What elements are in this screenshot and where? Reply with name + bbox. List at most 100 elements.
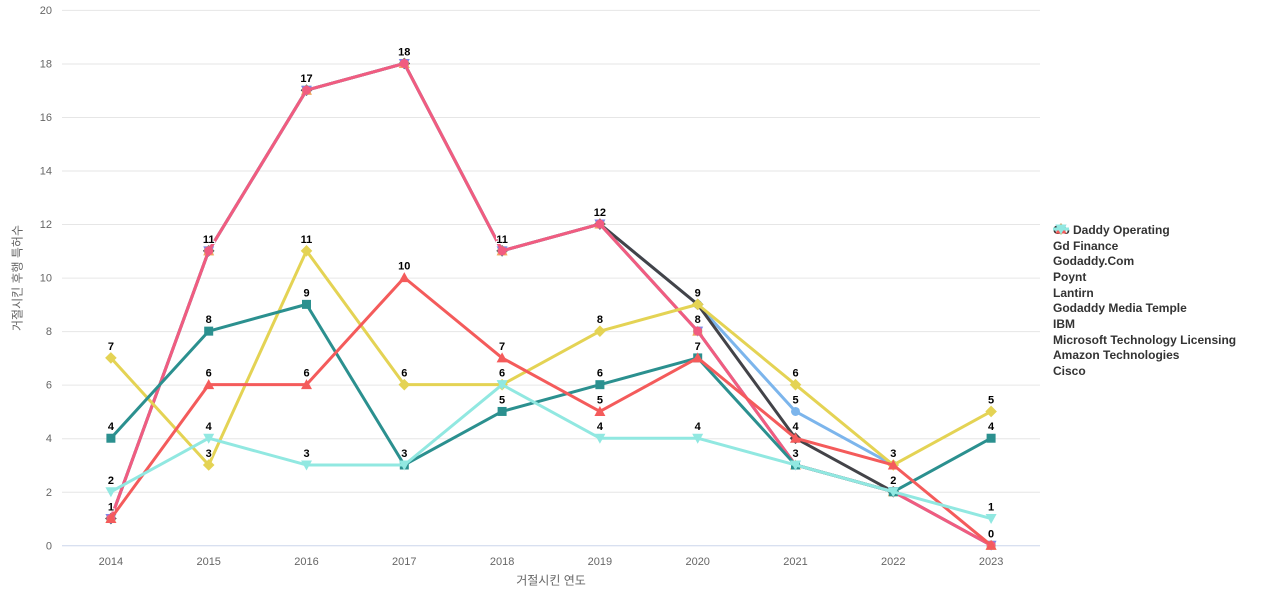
- legend-item-amazon-technologies[interactable]: Amazon Technologies: [1053, 223, 1236, 364]
- y-tick-label: 4: [46, 433, 52, 445]
- legend-item-poynt[interactable]: Poynt: [1053, 223, 1236, 285]
- data-point-marker[interactable]: [594, 433, 606, 444]
- y-tick-label: 6: [46, 380, 52, 392]
- legend-item-label: Poynt: [1053, 269, 1087, 284]
- data-point-label: 5: [597, 394, 603, 406]
- data-point-marker[interactable]: [497, 406, 507, 416]
- legend-item-cisco[interactable]: Cisco: [1053, 224, 1236, 379]
- legend-item-label: Godaddy Media Temple: [1053, 301, 1187, 316]
- data-point-marker[interactable]: [496, 380, 508, 391]
- data-point-label: 3: [792, 448, 798, 460]
- data-point-marker[interactable]: [496, 352, 508, 363]
- legend-item-label: Godaddy.Com: [1053, 254, 1135, 269]
- data-point-marker[interactable]: [203, 379, 215, 390]
- x-tick-label: 2014: [99, 556, 123, 568]
- data-point-label: 11: [203, 234, 215, 246]
- data-point-marker[interactable]: [300, 245, 313, 257]
- legend-item-label: Gd Finance: [1053, 238, 1119, 253]
- legend-item-label: Lantirn: [1053, 285, 1094, 300]
- y-axis-title: 거절시킨 후행 특허수: [10, 224, 25, 332]
- data-point-marker[interactable]: [693, 326, 703, 336]
- data-point-marker[interactable]: [791, 406, 800, 416]
- data-point-marker[interactable]: [301, 379, 312, 390]
- legend: Go Daddy Operating Gd Finance Godaddy.Com P…: [1053, 222, 1236, 379]
- x-tick-label: 2020: [685, 556, 709, 568]
- data-point-label: 8: [206, 314, 212, 326]
- legend-item-gd-finance[interactable]: Gd Finance: [1053, 223, 1236, 254]
- data-point-label: 3: [206, 448, 212, 460]
- legend-item-go-daddy-operating[interactable]: Go Daddy Operating: [1053, 222, 1236, 238]
- legend-item-godaddy-media-temple[interactable]: Godaddy Media Temple: [1053, 224, 1236, 316]
- data-point-marker[interactable]: [985, 539, 997, 550]
- data-point-label: 4: [792, 421, 799, 433]
- data-point-marker[interactable]: [105, 513, 117, 524]
- series-line-ibm[interactable]: [109, 249, 993, 467]
- data-point-marker[interactable]: [202, 459, 215, 471]
- x-tick-label: 2018: [490, 556, 514, 568]
- data-point-marker[interactable]: [497, 246, 507, 256]
- data-point-marker[interactable]: [595, 380, 605, 390]
- data-point-marker[interactable]: [398, 460, 410, 471]
- data-point-label: 6: [499, 368, 505, 380]
- data-point-marker[interactable]: [986, 433, 996, 443]
- data-point-label: 12: [594, 207, 606, 219]
- data-point-marker[interactable]: [692, 433, 704, 444]
- data-point-marker[interactable]: [985, 405, 997, 418]
- data-point-label: 10: [398, 261, 410, 273]
- data-point-marker[interactable]: [789, 378, 802, 391]
- x-axis-title: 거절시킨 연도: [516, 573, 586, 588]
- data-point-marker[interactable]: [692, 352, 704, 363]
- data-point-marker[interactable]: [105, 487, 117, 498]
- data-point-marker[interactable]: [398, 378, 411, 391]
- series-line-go-daddy-operating[interactable]: [109, 61, 895, 521]
- data-point-label: 0: [988, 528, 994, 540]
- data-point-label: 2: [108, 475, 114, 487]
- series-gd-finance: [105, 57, 900, 525]
- x-tick-label: 2021: [783, 556, 807, 568]
- data-point-marker[interactable]: [204, 326, 214, 336]
- data-point-marker[interactable]: [594, 325, 606, 337]
- data-point-label: 1: [108, 502, 114, 514]
- data-point-label: 11: [496, 234, 508, 246]
- x-tick-label: 2016: [294, 556, 318, 568]
- data-point-label: 8: [597, 314, 603, 326]
- data-point-marker[interactable]: [594, 405, 606, 416]
- data-point-marker[interactable]: [887, 459, 899, 470]
- y-tick-labels: 0 2 4 6 8 10 12 14 16 18 20: [40, 5, 52, 552]
- data-point-marker[interactable]: [985, 514, 997, 525]
- series-line-gd-finance[interactable]: [109, 61, 895, 521]
- data-point-marker[interactable]: [106, 433, 116, 443]
- series-line-cisco[interactable]: [109, 383, 993, 521]
- data-point-marker[interactable]: [301, 460, 312, 471]
- data-point-marker[interactable]: [398, 272, 410, 283]
- data-point-marker[interactable]: [302, 85, 311, 95]
- series-line-amazon-technologies[interactable]: [109, 276, 993, 547]
- legend-item-godaddy-com[interactable]: Godaddy.Com: [1053, 224, 1236, 269]
- series-ibm: [105, 245, 997, 471]
- data-point-marker[interactable]: [204, 246, 214, 256]
- series-cisco: [105, 380, 997, 525]
- data-point-label: 5: [792, 394, 798, 406]
- series-amazon-technologies: [105, 272, 997, 550]
- data-point-marker[interactable]: [595, 219, 605, 229]
- data-point-label: 4: [988, 421, 995, 433]
- legend-item-lantirn[interactable]: Lantirn: [1053, 224, 1236, 301]
- data-point-marker[interactable]: [691, 298, 704, 311]
- data-point-label: 5: [988, 394, 994, 406]
- data-point-marker[interactable]: [302, 299, 311, 309]
- data-point-marker[interactable]: [887, 487, 899, 498]
- data-point-marker[interactable]: [790, 460, 801, 471]
- data-point-marker[interactable]: [790, 432, 801, 443]
- data-point-marker[interactable]: [105, 352, 117, 364]
- data-point-label: 9: [303, 287, 309, 299]
- y-tick-label: 8: [46, 326, 52, 338]
- data-point-marker[interactable]: [203, 433, 215, 444]
- data-point-marker[interactable]: [399, 58, 409, 68]
- data-point-label: 9: [695, 287, 701, 299]
- x-tick-label: 2019: [588, 556, 612, 568]
- series-line-microsoft-technology-licensing[interactable]: [109, 302, 993, 494]
- legend-item-ibm[interactable]: IBM: [1053, 223, 1236, 332]
- legend-item-microsoft-technology-licensing[interactable]: Microsoft Technology Licensing: [1053, 224, 1236, 348]
- data-point-label: 8: [695, 314, 701, 326]
- y-tick-label: 12: [40, 219, 52, 231]
